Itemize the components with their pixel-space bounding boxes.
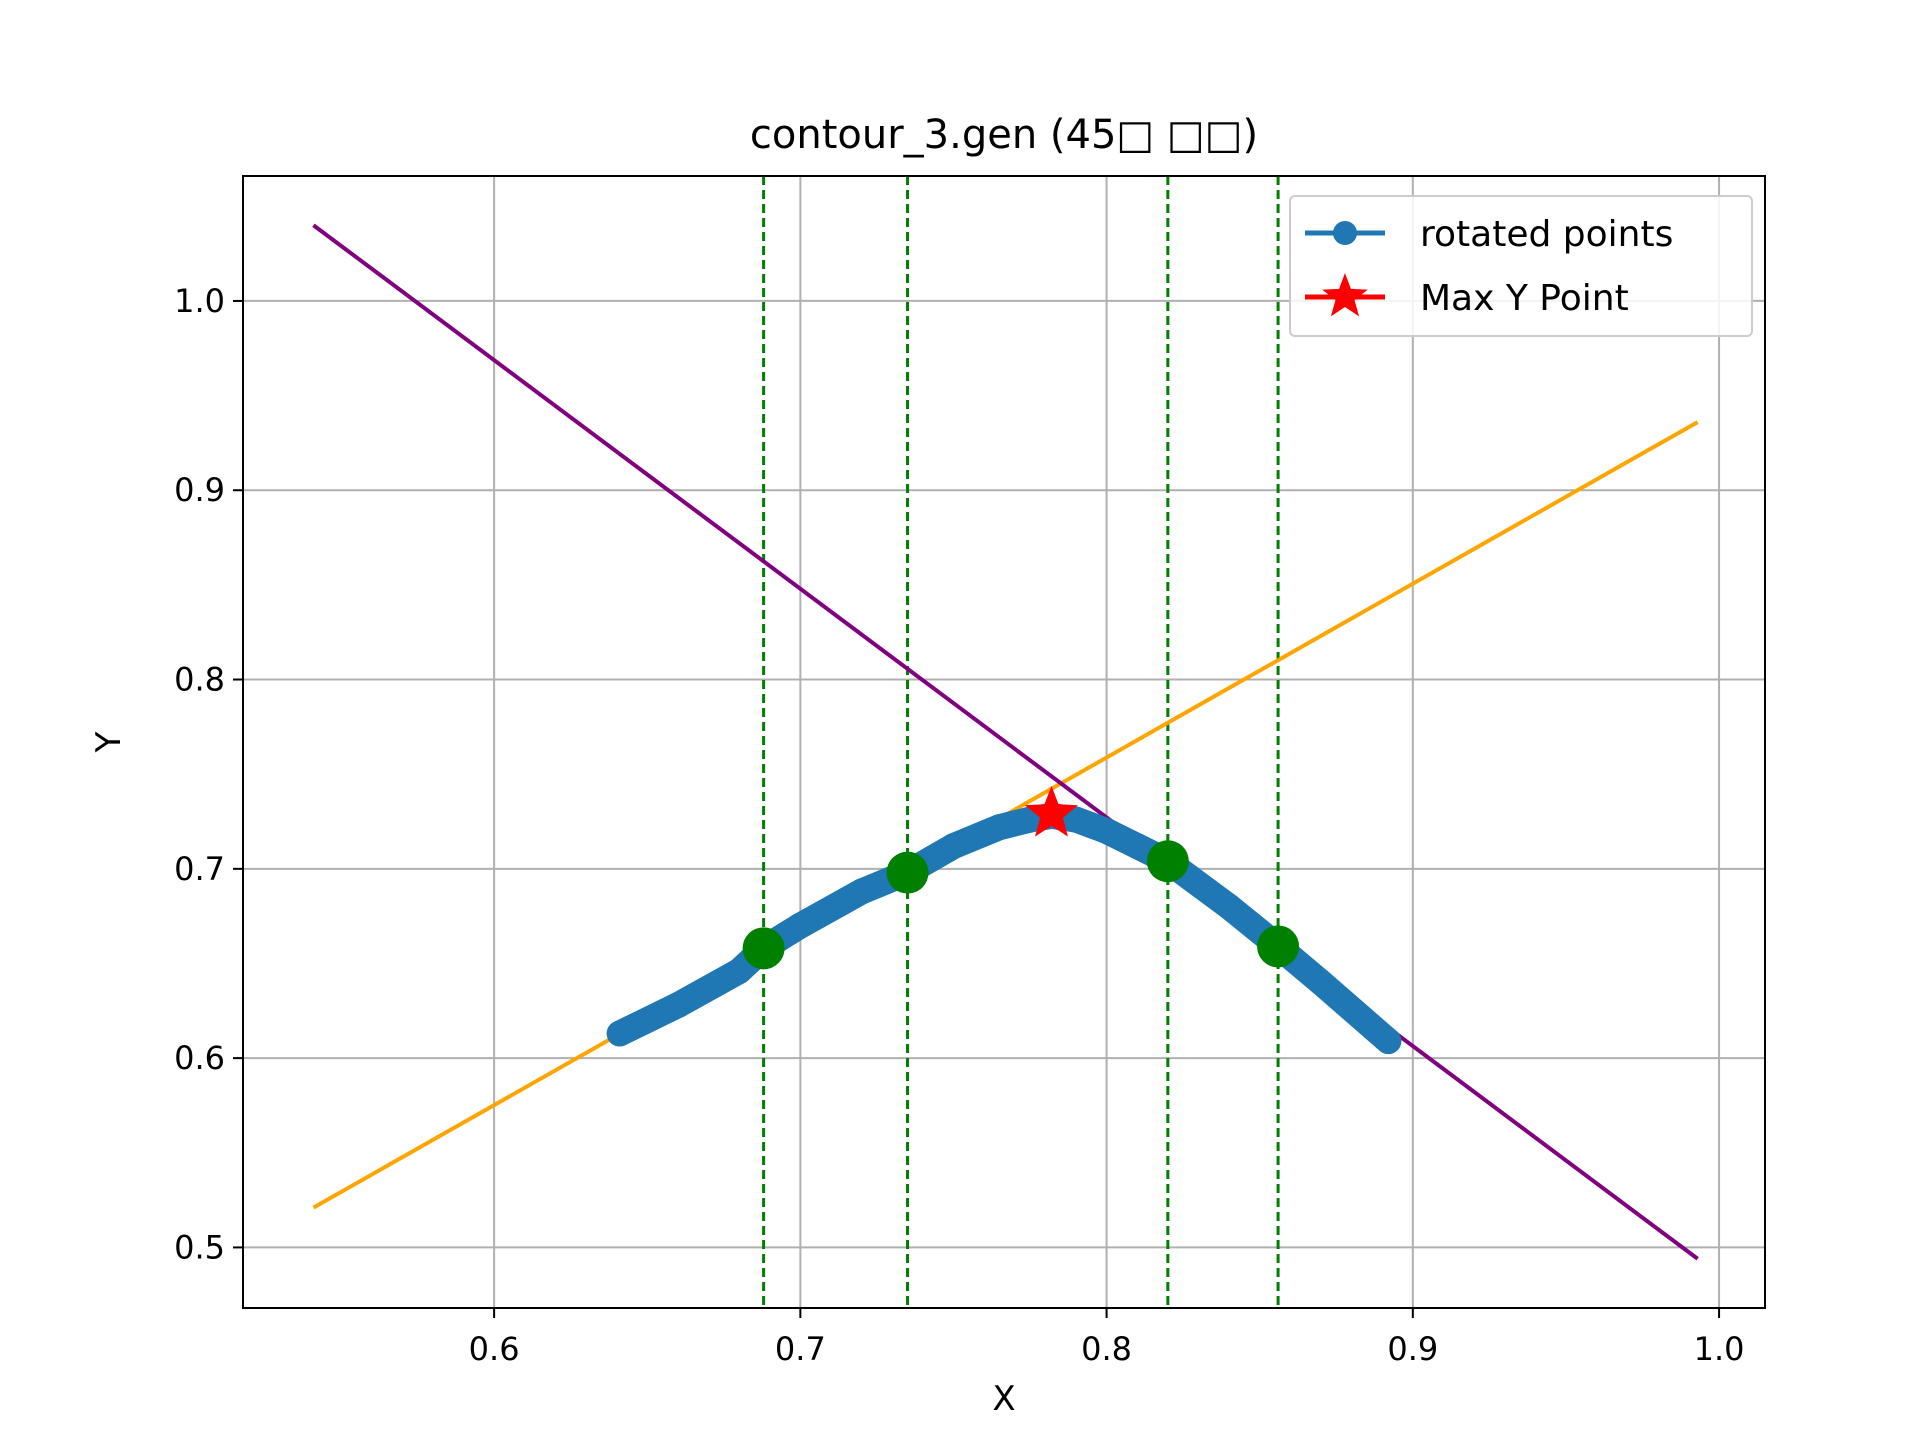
- rotated-point: [1375, 1028, 1402, 1055]
- max-y-point-series: [1024, 785, 1079, 837]
- x-axis-label: X: [992, 1379, 1015, 1419]
- rotated-point: [1216, 893, 1243, 920]
- rotated-point: [1307, 969, 1334, 996]
- rotated-point: [986, 814, 1013, 841]
- rotated-point: [606, 1020, 633, 1047]
- chart-title: contour_3.gen (45□ □□): [750, 112, 1258, 158]
- rotated-point: [848, 878, 875, 905]
- y-tick-label: 1.0: [174, 282, 225, 320]
- y-tick-label: 0.7: [174, 850, 225, 888]
- rotated-point: [1124, 833, 1151, 860]
- rotated-point: [940, 833, 967, 860]
- y-tick-label: 0.5: [174, 1228, 225, 1266]
- legend: rotated points Max Y Point: [1289, 195, 1753, 337]
- green-marker: [1146, 840, 1189, 883]
- x-tick-label: 0.9: [1387, 1330, 1438, 1368]
- vertical-lines: [762, 176, 1280, 1308]
- x-tick-label: 0.8: [1081, 1330, 1132, 1368]
- green-marker: [1257, 925, 1300, 968]
- y-tick-label: 0.6: [174, 1039, 225, 1077]
- legend-swatch-star-icon: [1322, 273, 1368, 317]
- legend-entry-rotated-points: rotated points: [1420, 214, 1673, 255]
- rotated-point: [1062, 806, 1089, 833]
- green-marker: [886, 851, 929, 894]
- y-axis-label: Y: [89, 731, 129, 753]
- x-tick-label: 1.0: [1694, 1330, 1745, 1368]
- y-tick-label: 0.8: [174, 661, 225, 699]
- rotated-point: [726, 958, 753, 985]
- legend-entry-max-y-point: Max Y Point: [1420, 278, 1629, 319]
- y-tick-label: 0.9: [174, 471, 225, 509]
- green-markers: [742, 840, 1300, 970]
- x-tick-label: 0.7: [775, 1330, 826, 1368]
- x-axis-ticks: 0.6 0.7 0.8 0.9 1.0: [469, 1308, 1745, 1368]
- legend-swatch-rotated-marker: [1333, 221, 1357, 245]
- plot-frame: [242, 175, 1766, 1309]
- rotated-point: [1093, 817, 1120, 844]
- rotated-point: [664, 992, 691, 1019]
- x-tick-label: 0.6: [469, 1330, 520, 1368]
- legend-box: [1289, 195, 1753, 337]
- max-y-star-icon: [1024, 785, 1079, 837]
- rotated-point: [787, 912, 814, 939]
- green-marker: [742, 927, 785, 970]
- y-axis-ticks: 0.5 0.6 0.7 0.8 0.9 1.0: [174, 282, 243, 1266]
- purple-line: [312, 223, 1699, 1261]
